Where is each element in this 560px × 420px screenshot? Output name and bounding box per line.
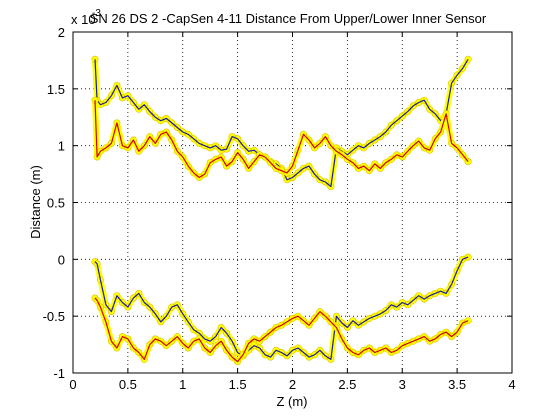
y-tick-label: 1 [58,139,65,154]
y-tick-label: 0 [58,252,65,267]
series-layer [91,55,472,366]
y-axis-label: Distance (m) [28,165,43,239]
chart-title: SN 26 DS 2 -CapSen 4-11 Distance From Up… [90,11,487,26]
y-exponent-label: x 10 [71,12,96,27]
x-tick-label: 3 [399,377,406,392]
x-tick-label: 4 [508,377,515,392]
series-4 [91,294,472,366]
y-tick-label: 1.5 [47,82,65,97]
x-tick-label: 2.5 [338,377,356,392]
y-tick-label: -1 [53,366,65,381]
series-line [94,297,469,363]
y-tick-label: -0.5 [43,309,65,324]
series-2 [91,96,472,182]
series-line [94,256,469,360]
x-tick-label: 1.5 [229,377,247,392]
x-tick-label: 3.5 [448,377,466,392]
axis-ticks [72,31,513,374]
x-tick-label: 0.5 [119,377,137,392]
series-line [94,100,469,179]
x-tick-label: 2 [289,377,296,392]
series-line [94,58,469,188]
x-tick-labels: 0 0.5 1 1.5 2 2.5 3 3.5 4 [69,377,515,392]
y-exponent-power: -3 [92,8,101,19]
x-axis-label: Z (m) [276,394,307,409]
y-tick-labels: -1 -0.5 0 0.5 1 1.5 2 [43,25,65,381]
x-tick-label: 1 [179,377,186,392]
series-1 [91,55,472,191]
x-tick-label: 0 [69,377,76,392]
y-tick-label: 2 [58,25,65,40]
series-3 [91,253,472,363]
y-tick-label: 0.5 [47,196,65,211]
